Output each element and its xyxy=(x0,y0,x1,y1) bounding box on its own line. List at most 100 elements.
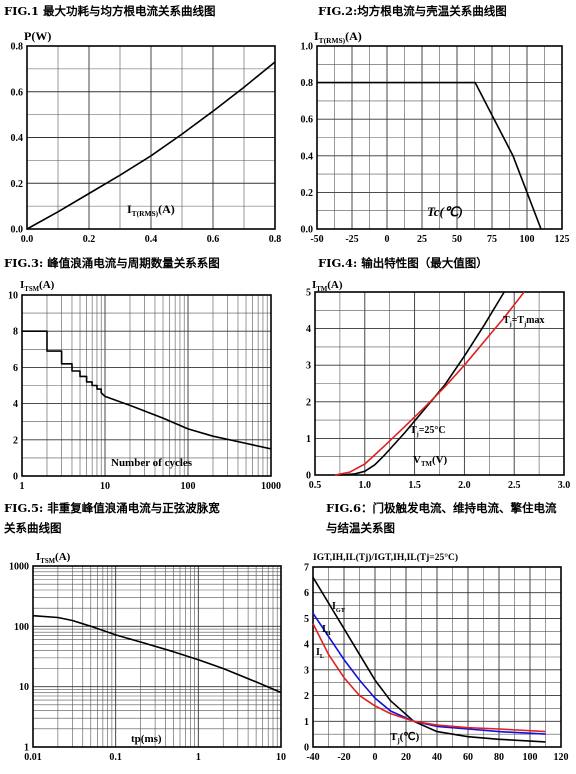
fig5-ytick-label: 10 xyxy=(19,682,29,693)
fig2-ytick-label: 0.6 xyxy=(301,115,314,126)
fig2-xlabel: Tc(℃) xyxy=(427,204,463,219)
fig1-xtick-label: 0.0 xyxy=(21,234,34,245)
fig2-xtick-label: 50 xyxy=(452,234,462,245)
fig2-xtick-label: 100 xyxy=(520,234,535,245)
fig6-xtick-label: 80 xyxy=(494,752,504,763)
fig6-ylabel: IGT,IH,IL(Tj)/IGT,IH,IL(Tj=25°C) xyxy=(313,552,458,563)
fig4-xtick-label: 0.5 xyxy=(309,480,322,491)
fig6-ytick-label: 6 xyxy=(304,588,309,599)
fig4-title: FIG.4: 输出特性图（最大值图） xyxy=(318,256,488,270)
fig6-xtick-label: -40 xyxy=(306,752,319,763)
fig1-chart: 0.0 0.2 0.4 0.6 0.8 0.0 0.2 0.4 0.6 0.8 xyxy=(11,42,282,246)
fig1-ytick-label: 0.8 xyxy=(11,42,24,53)
fig6-xtick-label: 0 xyxy=(373,752,378,763)
fig3-ytick-label: 2 xyxy=(13,435,18,446)
fig3-xtick-label: 1000 xyxy=(261,481,281,492)
fig1-ylabel: P(W) xyxy=(24,29,51,43)
fig2-series-line-0 xyxy=(317,81,542,230)
fig6-ytick-label: 3 xyxy=(304,665,309,676)
fig6-series-line-0 xyxy=(312,576,546,743)
fig3-ytick-label: 10 xyxy=(8,291,18,302)
fig3-xtick-label: 100 xyxy=(181,481,196,492)
fig6-xlabel: Tj(℃) xyxy=(390,731,420,745)
fig6-xtick-label: 20 xyxy=(401,752,411,763)
fig3-ytick-label: 8 xyxy=(13,327,18,338)
fig5-xlabel: tp(ms) xyxy=(131,733,162,745)
fig4-series-line-0 xyxy=(339,291,505,476)
fig1-xtick-label: 0.8 xyxy=(269,234,282,245)
fig2-title: FIG.2:均方根电流与壳温关系曲线图 xyxy=(318,4,507,18)
fig5-frame xyxy=(32,565,282,748)
fig5-title-line2: 关系曲线图 xyxy=(4,521,62,535)
fig6-ytick-label: 4 xyxy=(304,640,309,651)
fig6-series-line-1 xyxy=(312,612,546,735)
fig1-title: FIG.1 最大功耗与均方根电流关系曲线图 xyxy=(4,4,216,18)
fig6-title-line2: 与结温关系图 xyxy=(326,521,395,535)
fig1-ytick-label: 0.0 xyxy=(11,225,24,236)
fig5-ytick-label: 100 xyxy=(14,622,29,633)
fig5-xtick-label: 1 xyxy=(196,752,201,763)
fig4-xtick-label: 2.0 xyxy=(458,480,471,491)
fig2-chart: -50 -25 0 25 50 75 100 125 0.0 0.2 0.4 0.6 0.8 1.0 xyxy=(301,42,570,246)
fig3-ytick-label: 6 xyxy=(13,363,18,374)
fig6-xtick-label: 40 xyxy=(432,752,442,763)
fig3-chart: 1 10 100 1000 0 2 4 6 8 10 xyxy=(8,291,281,493)
fig2-xtick-label: 0 xyxy=(385,234,390,245)
fig4-ytick-label: 0 xyxy=(306,471,311,482)
fig3-series-line-0 xyxy=(22,330,272,450)
fig5-xtick-label: 0.01 xyxy=(24,752,42,763)
fig2-xtick-label: 75 xyxy=(487,234,497,245)
fig4-series-line-1 xyxy=(334,291,525,476)
fig4-xtick-label: 1.5 xyxy=(408,480,421,491)
fig6-xtick-label: 60 xyxy=(463,752,473,763)
fig4-xtick-label: 3.0 xyxy=(558,480,571,491)
fig5-series-line-0 xyxy=(32,614,282,694)
fig3-title: FIG.3: 峰值浪涌电流与周期数量关系系图 xyxy=(4,256,220,270)
fig1-xlabel: IT(RMS)(A) xyxy=(127,202,175,218)
fig6-ytick-label: 2 xyxy=(304,691,309,702)
fig6-ytick-label: 1 xyxy=(304,717,309,728)
fig6-series-label-l: IL xyxy=(316,647,324,660)
fig2-xtick-label: -25 xyxy=(345,234,358,245)
fig4-chart: 0.5 1.0 1.5 2.0 2.5 3.0 0 1 2 3 4 5 xyxy=(306,288,570,492)
fig6-frame xyxy=(312,566,562,748)
fig3-ylabel: ITSM(A) xyxy=(20,279,55,293)
fig4-frame xyxy=(314,291,565,476)
fig4-ytick-label: 5 xyxy=(306,288,311,299)
fig3-ytick-label: 4 xyxy=(13,399,18,410)
fig2-ytick-label: 0.0 xyxy=(301,225,314,236)
fig1-xtick-label: 0.4 xyxy=(145,234,158,245)
fig4-ytick-label: 4 xyxy=(306,324,311,335)
fig3-frame xyxy=(21,294,272,477)
fig4-xtick-label: 1.0 xyxy=(359,480,372,491)
fig1-series-line-0 xyxy=(26,61,276,230)
fig5-ytick-label: 1 xyxy=(24,743,29,754)
fig2-ytick-label: 0.4 xyxy=(301,151,314,162)
fig2-ytick-label: 0.2 xyxy=(301,188,314,199)
fig2-ylabel: IT(RMS)(A) xyxy=(314,29,362,45)
fig3-xtick-label: 10 xyxy=(100,481,110,492)
fig6-series-label-gt: IGT xyxy=(332,601,346,614)
fig2-ytick-label: 1.0 xyxy=(301,42,314,53)
fig2-ytick-label: 0.8 xyxy=(301,78,314,89)
fig1-frame xyxy=(26,45,276,230)
fig2-xtick-label: 125 xyxy=(555,234,570,245)
fig5-ytick-label: 1000 xyxy=(9,562,29,573)
fig3-ytick-label: 0 xyxy=(13,472,18,483)
fig4-xlabel: VTM(V) xyxy=(413,454,448,468)
fig6-series-line-2 xyxy=(312,623,546,733)
fig6-ytick-label: 7 xyxy=(304,563,309,574)
fig4-ylabel: ITM(A) xyxy=(312,279,343,293)
fig4-ytick-label: 2 xyxy=(306,397,311,408)
fig2-xtick-label: 25 xyxy=(417,234,427,245)
fig2-frame xyxy=(316,45,563,230)
fig1-xtick-label: 0.2 xyxy=(83,234,96,245)
fig4-ytick-label: 1 xyxy=(306,434,311,445)
fig6-ytick-label: 0 xyxy=(304,743,309,754)
fig1-ytick-label: 0.2 xyxy=(11,179,24,190)
fig4-annotation-tjmax: Tj=Tjmax xyxy=(503,315,545,328)
fig1-ytick-label: 0.4 xyxy=(11,133,24,144)
fig2-xtick-label: -50 xyxy=(310,234,323,245)
fig3-xtick-label: 1 xyxy=(20,481,25,492)
fig4-xtick-label: 2.5 xyxy=(508,480,521,491)
